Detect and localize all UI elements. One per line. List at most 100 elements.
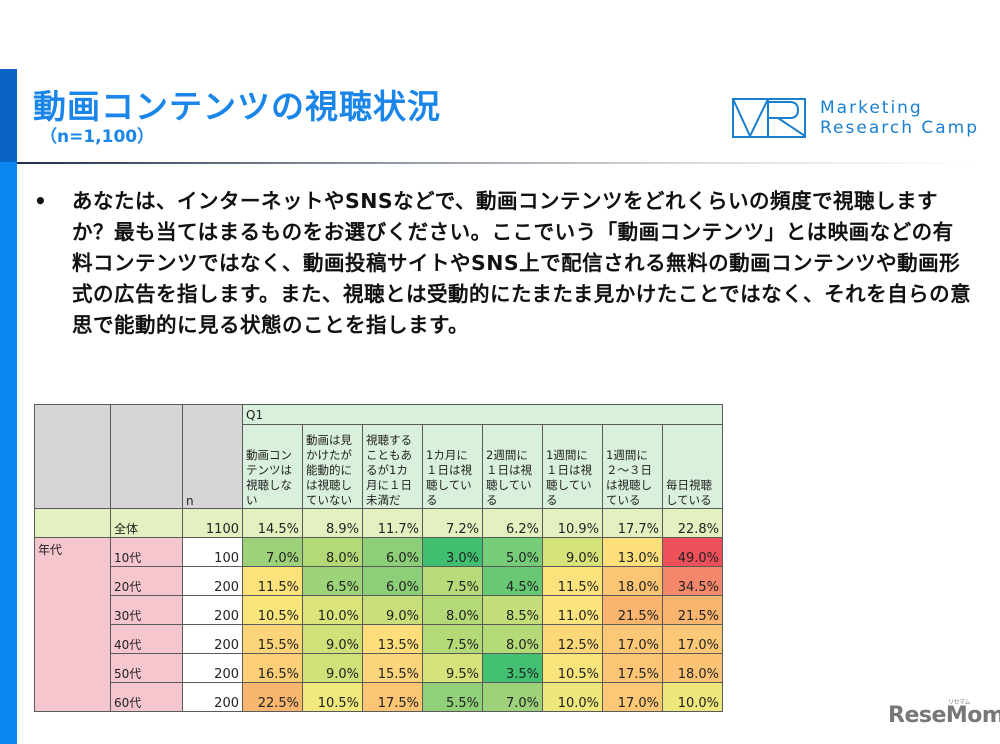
watermark-text: ReseMom [888, 703, 1000, 728]
row-label: 10代 [110, 537, 183, 567]
heatmap-cell: 10.0% [302, 595, 363, 625]
heatmap-cell: 11.7% [362, 508, 423, 538]
heatmap-cell: 12.5% [542, 624, 603, 654]
row-label: 20代 [110, 566, 183, 596]
heatmap-cell: 5.0% [482, 537, 543, 567]
row-n: 200 [182, 566, 243, 596]
header-divider [17, 162, 977, 164]
heatmap-cell: 17.0% [602, 624, 663, 654]
table-row: 年代 10代 100 7.0% 8.0% 6.0% 3.0% 5.0% 9.0% 13.0% 49.… [34, 537, 723, 712]
heatmap-cell: 34.5% [662, 566, 723, 596]
heatmap-cell: 11.0% [542, 595, 603, 625]
column-header: 毎日視聴している [662, 424, 723, 509]
row-label: 50代 [110, 653, 183, 683]
logo-line-1: Marketing [820, 98, 923, 118]
heatmap-cell: 9.0% [302, 653, 363, 683]
heatmap-cell: 11.5% [242, 566, 303, 596]
column-header: 1週間に１日は視聴している [542, 424, 603, 509]
heatmap-cell: 49.0% [662, 537, 723, 567]
column-header: 視聴することもあるが1カ月に１日未満だ [362, 424, 423, 509]
heatmap-cell: 7.5% [422, 624, 483, 654]
heatmap-cell: 22.8% [662, 508, 723, 538]
heatmap-cell: 11.5% [542, 566, 603, 596]
heatmap-cell: 8.5% [482, 595, 543, 625]
heatmap-cell: 10.9% [542, 508, 603, 538]
heatmap-cell: 7.0% [242, 537, 303, 567]
logo-line-2: Research Camp [820, 118, 980, 138]
row-n: 200 [182, 595, 243, 625]
heatmap-cell: 6.0% [362, 537, 423, 567]
heatmap-cell: 17.5% [602, 653, 663, 683]
heatmap-cell: 14.5% [242, 508, 303, 538]
heatmap-cell: 9.0% [302, 624, 363, 654]
heatmap-cell: 9.0% [542, 537, 603, 567]
heatmap-cell: 7.2% [422, 508, 483, 538]
column-header: 2週間に１日は視聴している [482, 424, 543, 509]
table-header-row-q: n Q1 [34, 404, 723, 509]
row-n: 200 [182, 682, 243, 712]
heatmap-cell: 10.0% [542, 682, 603, 712]
slide-title: 動画コンテンツの視聴状況 [33, 87, 441, 126]
heatmap-cell: 8.0% [482, 624, 543, 654]
heatmap-cell: 9.5% [422, 653, 483, 683]
heatmap-cell: 17.0% [662, 624, 723, 654]
heatmap-cell: 17.7% [602, 508, 663, 538]
row-n: 200 [182, 653, 243, 683]
column-header: 動画コンテンツは視聴しない [242, 424, 303, 509]
heatmap-cell: 21.5% [602, 595, 663, 625]
heatmap-cell: 3.5% [482, 653, 543, 683]
heatmap-cell: 13.0% [602, 537, 663, 567]
heatmap-cell: 6.5% [302, 566, 363, 596]
table-row: 40代 200 15.5% 9.0% 13.5% 7.5% 8.0% 12.5% 17.0% 17… [35, 624, 723, 654]
table-header-row-columns: 動画コンテンツは視聴しない 動画は見かけたが能動的には視聴していない 視聴することも… [35, 424, 723, 509]
column-header: 1週間に２～３日は視聴している [602, 424, 663, 509]
row-label: 40代 [110, 624, 183, 654]
heatmap-cell: 7.0% [482, 682, 543, 712]
watermark-kana: リセマム [948, 699, 971, 706]
vr-logo-mark-icon [732, 98, 806, 138]
heatmap-cell: 15.5% [242, 624, 303, 654]
heatmap-cell: 4.5% [482, 566, 543, 596]
column-header: 1カ月に１日は視聴している [422, 424, 483, 509]
row-label: 全体 [110, 508, 183, 538]
row-label: 60代 [110, 682, 183, 712]
table-row: 60代 200 22.5% 10.5% 17.5% 5.5% 7.0% 10.0% 17.0% 1… [35, 682, 723, 712]
heatmap-cell: 18.0% [602, 566, 663, 596]
heatmap-cell: 21.5% [662, 595, 723, 625]
heatmap-cell: 8.0% [422, 595, 483, 625]
row-group-blank [34, 508, 111, 538]
heatmap-cell: 7.5% [422, 566, 483, 596]
row-n: 200 [182, 624, 243, 654]
row-n: 100 [182, 537, 243, 567]
accent-stripe-bottom [0, 162, 17, 744]
heatmap-cell: 10.5% [242, 595, 303, 625]
heatmap-cell: 10.5% [302, 682, 363, 712]
resemom-watermark: ReseMom リセマム [888, 699, 1000, 728]
heatmap-cell: 6.2% [482, 508, 543, 538]
row-n: 1100 [182, 508, 243, 538]
heatmap-cell: 22.5% [242, 682, 303, 712]
heatmap-cell: 16.5% [242, 653, 303, 683]
survey-question: • あなたは、インターネットやSNSなどで、動画コンテンツをどれくらいの頻度で視… [34, 186, 984, 341]
row-group-label: 年代 [34, 537, 111, 712]
heatmap-cell: 8.0% [302, 537, 363, 567]
sample-size-subtitle: （n=1,100） [40, 127, 155, 147]
header-n: n [182, 404, 243, 509]
marketing-research-camp-logo: Marketing Research Camp [732, 98, 979, 138]
heatmap-cell: 17.5% [362, 682, 423, 712]
header-blank-group [34, 404, 111, 509]
bullet-icon: • [34, 189, 47, 213]
table-row: 50代 200 16.5% 9.0% 15.5% 9.5% 3.5% 10.5% 17.5% 18… [35, 653, 723, 683]
heatmap-cell: 10.0% [662, 682, 723, 712]
row-label: 30代 [110, 595, 183, 625]
heatmap-cell: 10.5% [542, 653, 603, 683]
heatmap-cell: 13.5% [362, 624, 423, 654]
heatmap-cell: 17.0% [602, 682, 663, 712]
header-blank-label [110, 404, 183, 509]
header-question-id: Q1 [242, 404, 723, 425]
heatmap-cell: 15.5% [362, 653, 423, 683]
heatmap-cell: 6.0% [362, 566, 423, 596]
heatmap-cell: 18.0% [662, 653, 723, 683]
heatmap-cell: 9.0% [362, 595, 423, 625]
table-row: 30代 200 10.5% 10.0% 9.0% 8.0% 8.5% 11.0% 21.5% 21… [35, 595, 723, 625]
